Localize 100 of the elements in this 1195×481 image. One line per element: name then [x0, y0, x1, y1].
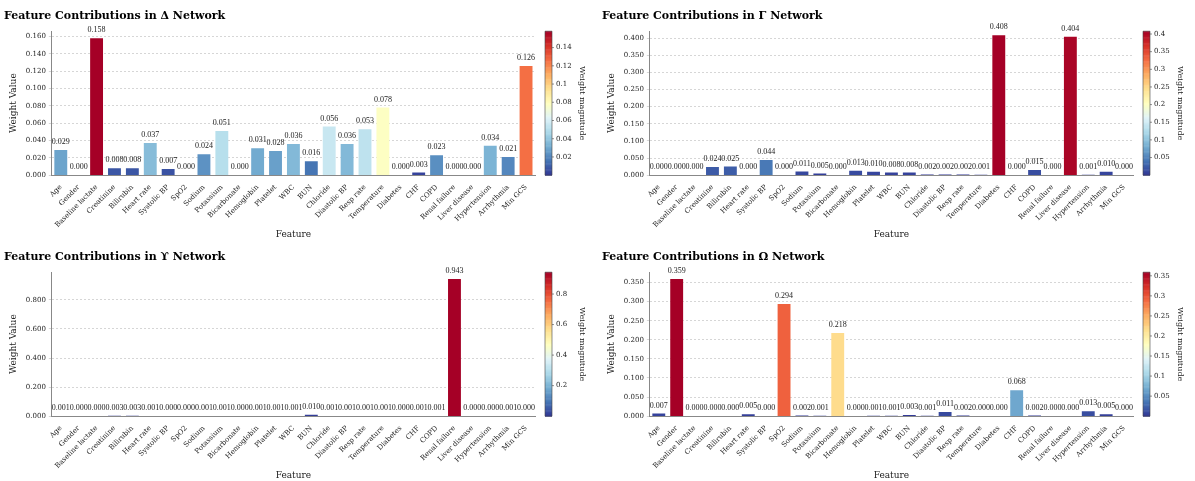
bar — [304, 161, 318, 175]
bar — [992, 35, 1006, 175]
chart-title: Feature Contributions in Γ Network — [602, 9, 823, 23]
data-label: 0.016 — [302, 148, 321, 158]
bar — [430, 155, 444, 175]
bar — [358, 129, 372, 175]
bar — [251, 148, 265, 175]
data-label: 0.000 — [1115, 403, 1134, 413]
data-label: 0.029 — [51, 137, 70, 147]
x-axis-title: Feature — [873, 228, 910, 239]
bar — [1063, 36, 1077, 175]
data-label: 0.126 — [517, 52, 536, 62]
data-label: 0.359 — [667, 266, 686, 276]
data-label: 0.005 — [810, 160, 829, 170]
data-label: 0.001 — [810, 402, 829, 412]
y-axis-title: Weight Value — [605, 314, 616, 375]
data-label: 0.943 — [445, 266, 464, 276]
data-label: 0.001 — [356, 403, 374, 413]
bar — [1010, 390, 1024, 416]
data-label: 0.056 — [320, 113, 339, 123]
data-label: 0.011 — [936, 399, 954, 409]
data-label: 0.000 — [69, 162, 88, 172]
data-label: 0.001 — [409, 403, 428, 413]
data-label: 0.068 — [1007, 377, 1026, 387]
bar — [448, 279, 461, 416]
data-label: 0.408 — [989, 22, 1008, 32]
bar — [1081, 411, 1095, 416]
y-axis-title: Weight Value — [605, 73, 616, 134]
chart-title: Feature Contributions in ϒ Network — [4, 250, 226, 264]
data-label: 0.218 — [828, 320, 847, 330]
bar — [670, 279, 684, 416]
data-label: 0.001 — [1079, 161, 1098, 171]
bar — [519, 65, 533, 175]
data-label: 0.034 — [481, 132, 500, 142]
data-label: 0.000 — [463, 403, 482, 413]
data-label: 0.000 — [685, 162, 704, 172]
data-label: 0.024 — [194, 141, 213, 151]
bar — [161, 169, 175, 175]
data-label: 0.007 — [159, 156, 178, 166]
data-label: 0.023 — [427, 142, 446, 152]
color-bar-title: Weight magnitude — [1175, 307, 1185, 382]
bar — [90, 38, 104, 175]
data-label: 0.002 — [918, 161, 937, 171]
data-label: 0.005 — [739, 401, 758, 411]
x-axis-title: Feature — [275, 469, 312, 480]
bar — [54, 150, 68, 175]
data-label: 0.036 — [284, 131, 303, 141]
chart-title: Feature Contributions in Ω Network — [602, 250, 825, 264]
data-label: 0.000 — [989, 403, 1008, 413]
data-label: 0.010 — [1097, 158, 1116, 168]
data-label: 0.007 — [649, 400, 668, 410]
bar — [1028, 170, 1042, 175]
data-label: 0.000 — [177, 162, 196, 172]
data-label: 0.294 — [775, 290, 794, 300]
data-label: 0.000 — [1043, 162, 1062, 172]
x-axis-title: Feature — [873, 469, 910, 480]
x-axis-title: Feature — [275, 228, 312, 239]
data-label: 0.028 — [266, 137, 285, 147]
data-label: 0.001 — [971, 161, 990, 171]
bar — [269, 150, 282, 175]
bar — [849, 170, 863, 175]
bar — [108, 168, 121, 175]
data-label: 0.000 — [1115, 162, 1134, 172]
bar — [501, 156, 515, 175]
data-label: 0.000 — [391, 162, 410, 172]
data-label: 0.404 — [1061, 23, 1080, 33]
data-label: 0.053 — [356, 116, 374, 126]
bar — [143, 143, 157, 175]
bar — [125, 168, 139, 175]
data-label: 0.078 — [373, 94, 392, 104]
bar — [777, 303, 791, 416]
data-label: 0.021 — [499, 144, 518, 154]
bar — [795, 171, 809, 175]
bar — [483, 145, 497, 175]
data-label: 0.036 — [338, 131, 357, 141]
data-label: 0.008 — [105, 155, 124, 165]
data-label: 0.051 — [212, 118, 231, 128]
bar — [706, 166, 719, 175]
data-label: 0.000 — [1007, 162, 1026, 172]
bar — [884, 172, 898, 175]
bar — [286, 143, 300, 175]
data-label: 0.024 — [703, 154, 722, 164]
bar — [1099, 171, 1113, 175]
y-axis-title: Weight Value — [7, 314, 18, 375]
color-bar-title: Weight magnitude — [577, 66, 587, 141]
bar — [759, 160, 773, 175]
data-label: 0.015 — [1025, 157, 1044, 167]
bar — [340, 143, 354, 175]
data-label: 0.158 — [87, 25, 106, 35]
data-label: 0.000 — [230, 162, 249, 172]
chart-title: Feature Contributions in Δ Network — [4, 9, 226, 23]
color-bar-title: Weight magnitude — [1175, 66, 1185, 141]
bar — [322, 126, 336, 175]
data-label: 0.013 — [1079, 398, 1098, 408]
bar — [376, 107, 390, 175]
color-bar-title: Weight magnitude — [577, 307, 587, 382]
data-label: 0.031 — [248, 135, 267, 145]
y-axis-title: Weight Value — [7, 73, 18, 134]
bar — [938, 411, 952, 416]
data-label: 0.044 — [757, 147, 776, 157]
